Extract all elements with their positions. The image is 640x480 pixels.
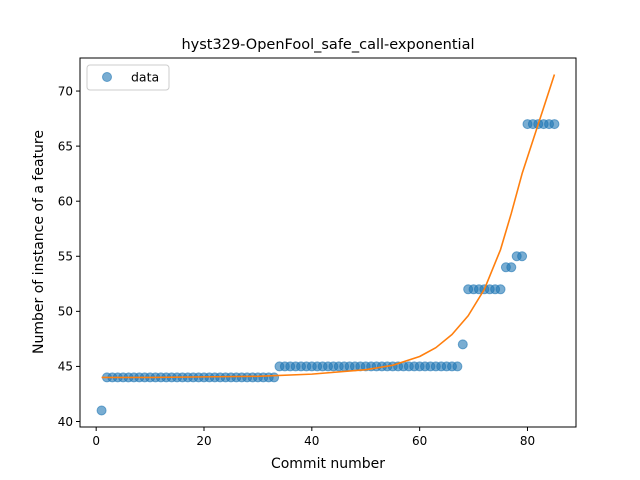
data-point [457,339,468,350]
x-axis-label: Commit number [271,456,385,472]
y-axis: 40 45 50 55 60 65 70 [58,84,80,429]
y-axis-label: Number of instance of a feature [31,130,47,354]
data-point [96,405,107,416]
data-point [495,284,506,295]
y-tick-label: 50 [58,305,73,319]
data-point [452,361,463,372]
data-point [506,262,517,273]
data-point [517,251,528,262]
y-tick-label: 55 [58,250,73,264]
fit-line [101,74,556,379]
x-tick-label: 80 [520,434,535,448]
y-tick-label: 45 [58,360,73,374]
legend-box [86,64,170,91]
x-tick-label: 60 [412,434,427,448]
legend: data [86,64,170,91]
y-tick-label: 70 [58,84,73,98]
legend-label-data: data [131,70,159,85]
legend-marker-data [102,72,112,82]
data-point [269,372,280,383]
x-tick-label: 0 [92,434,100,448]
y-tick-label: 65 [58,139,73,153]
x-tick-label: 20 [196,434,211,448]
x-tick-label: 40 [304,434,319,448]
y-tick-label: 40 [58,415,73,429]
axes-frame [79,57,577,428]
plot-area [96,74,560,416]
data-point [549,119,560,130]
chart-title: hyst329-OpenFool_safe_call-exponential [181,37,474,53]
x-axis: 0 20 40 60 80 [92,427,535,448]
y-tick-label: 60 [58,194,73,208]
